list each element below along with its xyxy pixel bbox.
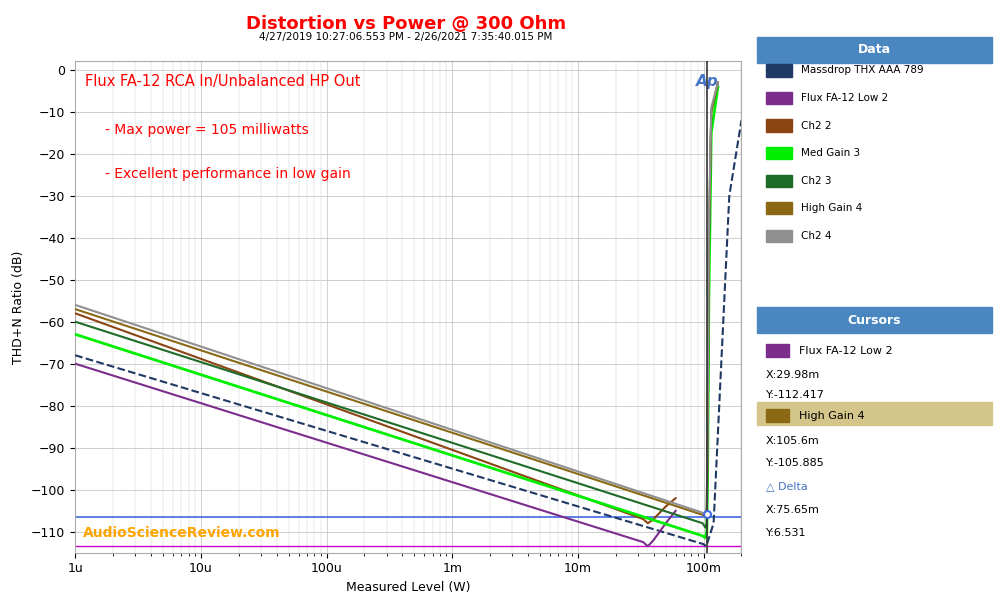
Text: High Gain 4: High Gain 4 xyxy=(802,203,863,213)
Text: 4/27/2019 10:27:06.553 PM - 2/26/2021 7:35:40.015 PM: 4/27/2019 10:27:06.553 PM - 2/26/2021 7:… xyxy=(260,32,552,42)
Text: Y:-105.885: Y:-105.885 xyxy=(766,458,825,468)
Bar xyxy=(766,64,792,77)
Text: Distortion vs Power @ 300 Ohm: Distortion vs Power @ 300 Ohm xyxy=(245,15,566,33)
Text: Cursors: Cursors xyxy=(848,314,901,327)
Text: - Max power = 105 milliwatts: - Max power = 105 milliwatts xyxy=(105,123,309,137)
Y-axis label: THD+N Ratio (dB): THD+N Ratio (dB) xyxy=(12,251,25,363)
Text: X:105.6m: X:105.6m xyxy=(766,436,820,446)
Bar xyxy=(757,402,992,425)
Bar xyxy=(766,230,792,242)
Text: Y:-112.417: Y:-112.417 xyxy=(766,391,825,400)
Text: High Gain 4: High Gain 4 xyxy=(799,411,865,421)
Text: Flux FA-12 Low 2: Flux FA-12 Low 2 xyxy=(799,346,893,356)
Bar xyxy=(766,174,792,187)
Text: AudioScienceReview.com: AudioScienceReview.com xyxy=(83,526,281,540)
Text: X:29.98m: X:29.98m xyxy=(766,370,821,379)
Bar xyxy=(766,202,792,214)
Bar xyxy=(766,120,792,132)
Bar xyxy=(766,92,792,104)
Text: Med Gain 3: Med Gain 3 xyxy=(802,148,861,158)
Text: Ch2 4: Ch2 4 xyxy=(802,231,832,241)
Text: - Excellent performance in low gain: - Excellent performance in low gain xyxy=(105,167,351,181)
X-axis label: Measured Level (W): Measured Level (W) xyxy=(346,581,471,594)
Text: Ap: Ap xyxy=(695,74,718,88)
Text: △ Delta: △ Delta xyxy=(766,481,808,491)
Bar xyxy=(766,147,792,159)
Text: Flux FA-12 Low 2: Flux FA-12 Low 2 xyxy=(802,93,889,103)
Text: Massdrop THX AAA 789: Massdrop THX AAA 789 xyxy=(802,66,924,76)
Text: Ch2 2: Ch2 2 xyxy=(802,120,832,131)
Bar xyxy=(757,307,992,333)
Bar xyxy=(757,37,992,63)
Text: Y:6.531: Y:6.531 xyxy=(766,528,807,538)
Text: Ch2 3: Ch2 3 xyxy=(802,176,832,185)
Text: Data: Data xyxy=(858,44,891,56)
Bar xyxy=(766,409,790,422)
Bar xyxy=(766,344,790,357)
Text: X:75.65m: X:75.65m xyxy=(766,505,820,515)
Text: Flux FA-12 RCA In/Unbalanced HP Out: Flux FA-12 RCA In/Unbalanced HP Out xyxy=(85,74,361,88)
